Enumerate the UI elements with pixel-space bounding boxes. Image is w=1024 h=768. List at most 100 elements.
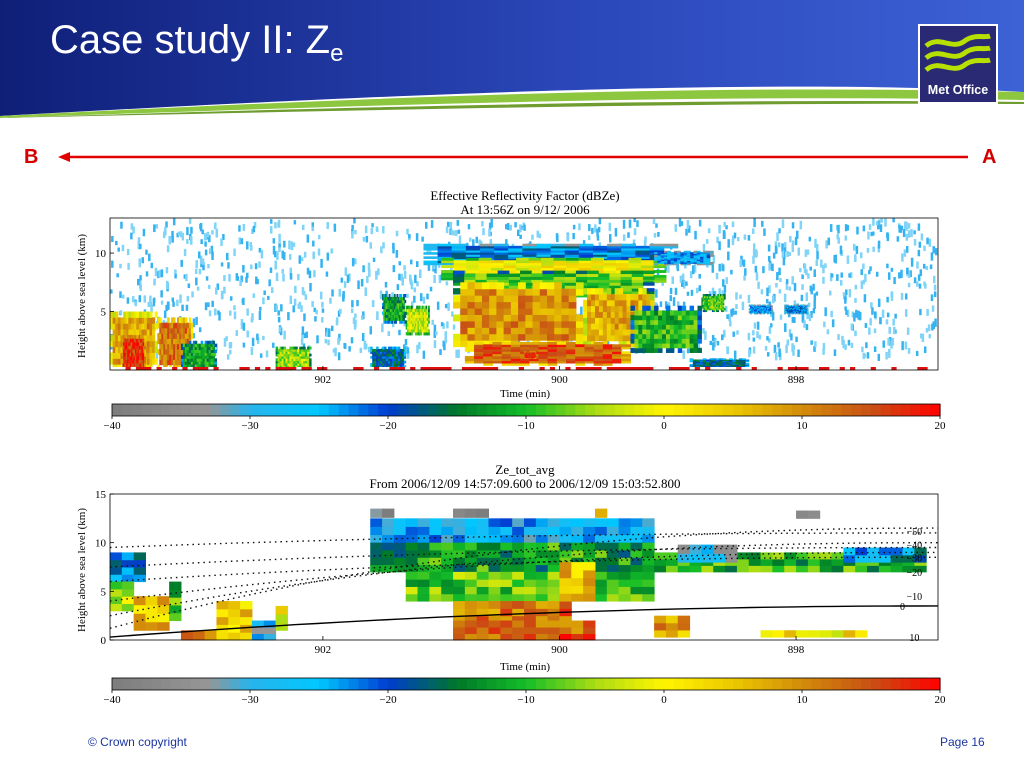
- reflectivity-pixel: [391, 360, 395, 364]
- noise-speck: [839, 245, 843, 255]
- reflectivity-pixel: [161, 359, 164, 366]
- reflectivity-pixel: [525, 353, 528, 355]
- noise-speck: [143, 295, 147, 303]
- reflectivity-pixel: [132, 352, 135, 357]
- reflectivity-pixel: [805, 307, 808, 309]
- noise-speck: [768, 338, 771, 343]
- noise-speck: [442, 323, 445, 329]
- reflectivity-pixel: [663, 263, 668, 266]
- reflectivity-pixel: [403, 317, 405, 321]
- reflectivity-pixel: [451, 250, 467, 253]
- noise-speck: [667, 264, 670, 273]
- reflectivity-pixel: [494, 250, 509, 253]
- reflectivity-pixel: [453, 291, 465, 295]
- reflectivity-pixel: [533, 356, 536, 358]
- reflectivity-pixel: [526, 356, 528, 359]
- reflectivity-pixel: [669, 343, 675, 349]
- reflectivity-pixel: [489, 288, 497, 296]
- reflectivity-pixel: [575, 358, 585, 362]
- reflectivity-pixel: [180, 327, 184, 334]
- reflectivity-pixel: [708, 304, 710, 307]
- reflectivity-pixel: [305, 365, 308, 369]
- reflectivity-pixel: [798, 307, 801, 309]
- reflectivity-pixel: [182, 355, 186, 359]
- reflectivity-pixel: [115, 352, 119, 359]
- reflectivity-pixel: [702, 295, 705, 299]
- reflectivity-pixel: [792, 312, 794, 315]
- noise-speck: [274, 222, 277, 229]
- noise-speck: [311, 301, 314, 308]
- reflectivity-pixel: [291, 353, 294, 357]
- reflectivity-pixel: [713, 299, 716, 302]
- reflectivity-pixel: [136, 359, 139, 364]
- reflectivity-pixel: [564, 285, 577, 289]
- reflectivity-pixel: [389, 296, 392, 301]
- reflectivity-pixel: [190, 355, 194, 359]
- reflectivity-pixel: [420, 332, 422, 336]
- reflectivity-pixel: [626, 329, 631, 336]
- reflectivity-pixel: [587, 340, 592, 348]
- reflectivity-pixel: [188, 317, 192, 324]
- reflectivity-pixel: [681, 329, 687, 335]
- reflectivity-pixel: [474, 288, 483, 296]
- noise-speck: [922, 263, 926, 269]
- reflectivity-pixel: [451, 247, 467, 251]
- reflectivity-pixel: [152, 352, 156, 359]
- reflectivity-pixel: [612, 353, 622, 357]
- noise-speck: [822, 343, 826, 350]
- noise-speck: [488, 228, 491, 237]
- reflectivity-pixel: [159, 348, 162, 355]
- noise-speck: [903, 249, 907, 257]
- ground-pixel: [922, 367, 929, 370]
- reflectivity-pixel: [277, 353, 281, 357]
- reflectivity-pixel: [686, 263, 691, 266]
- reflectivity-pixel: [704, 295, 706, 299]
- reflectivity-pixel: [533, 354, 536, 356]
- reflectivity-pixel: [529, 357, 531, 359]
- reflectivity-pixel: [771, 311, 773, 313]
- reflectivity-pixel: [606, 329, 612, 336]
- reflectivity-pixel: [786, 309, 789, 311]
- noise-speck: [919, 308, 922, 316]
- reflectivity-pixel: [575, 333, 584, 341]
- reflectivity-pixel: [752, 309, 755, 311]
- reflectivity-pixel: [281, 358, 284, 362]
- noise-speck: [446, 221, 450, 227]
- reflectivity-pixel: [630, 333, 635, 339]
- reflectivity-pixel: [127, 341, 129, 346]
- reflectivity-pixel: [771, 308, 773, 310]
- reflectivity-pixel: [407, 317, 409, 321]
- reflectivity-pixel: [441, 257, 455, 261]
- ground-pixel: [772, 367, 779, 370]
- reflectivity-pixel: [767, 309, 769, 311]
- noise-speck: [121, 244, 125, 252]
- reflectivity-pixel: [718, 295, 721, 299]
- reflectivity-pixel: [425, 320, 428, 324]
- reflectivity-pixel: [712, 362, 717, 365]
- reflectivity-pixel: [520, 346, 530, 350]
- reflectivity-pixel: [374, 358, 377, 362]
- reflectivity-pixel: [128, 334, 131, 339]
- reflectivity-pixel: [204, 346, 208, 351]
- reflectivity-pixel: [760, 308, 763, 310]
- reflectivity-pixel: [805, 312, 808, 314]
- noise-speck: [181, 304, 184, 311]
- noise-speck: [636, 220, 639, 228]
- noise-speck: [934, 248, 938, 256]
- reflectivity-pixel: [134, 352, 137, 357]
- noise-speck: [928, 334, 932, 339]
- reflectivity-pixel: [532, 351, 534, 354]
- reflectivity-pixel: [634, 305, 639, 313]
- reflectivity-pixel: [389, 360, 393, 364]
- reflectivity-pixel: [685, 315, 691, 321]
- reflectivity-pixel: [768, 307, 771, 309]
- noise-speck: [516, 229, 520, 237]
- reflectivity-pixel: [295, 351, 298, 355]
- reflectivity-pixel: [794, 305, 797, 307]
- noise-speck: [837, 237, 840, 244]
- noise-speck: [206, 231, 210, 238]
- reflectivity-pixel: [699, 360, 704, 363]
- noise-speck: [246, 330, 249, 338]
- reflectivity-pixel: [566, 348, 576, 352]
- reflectivity-pixel: [138, 317, 143, 324]
